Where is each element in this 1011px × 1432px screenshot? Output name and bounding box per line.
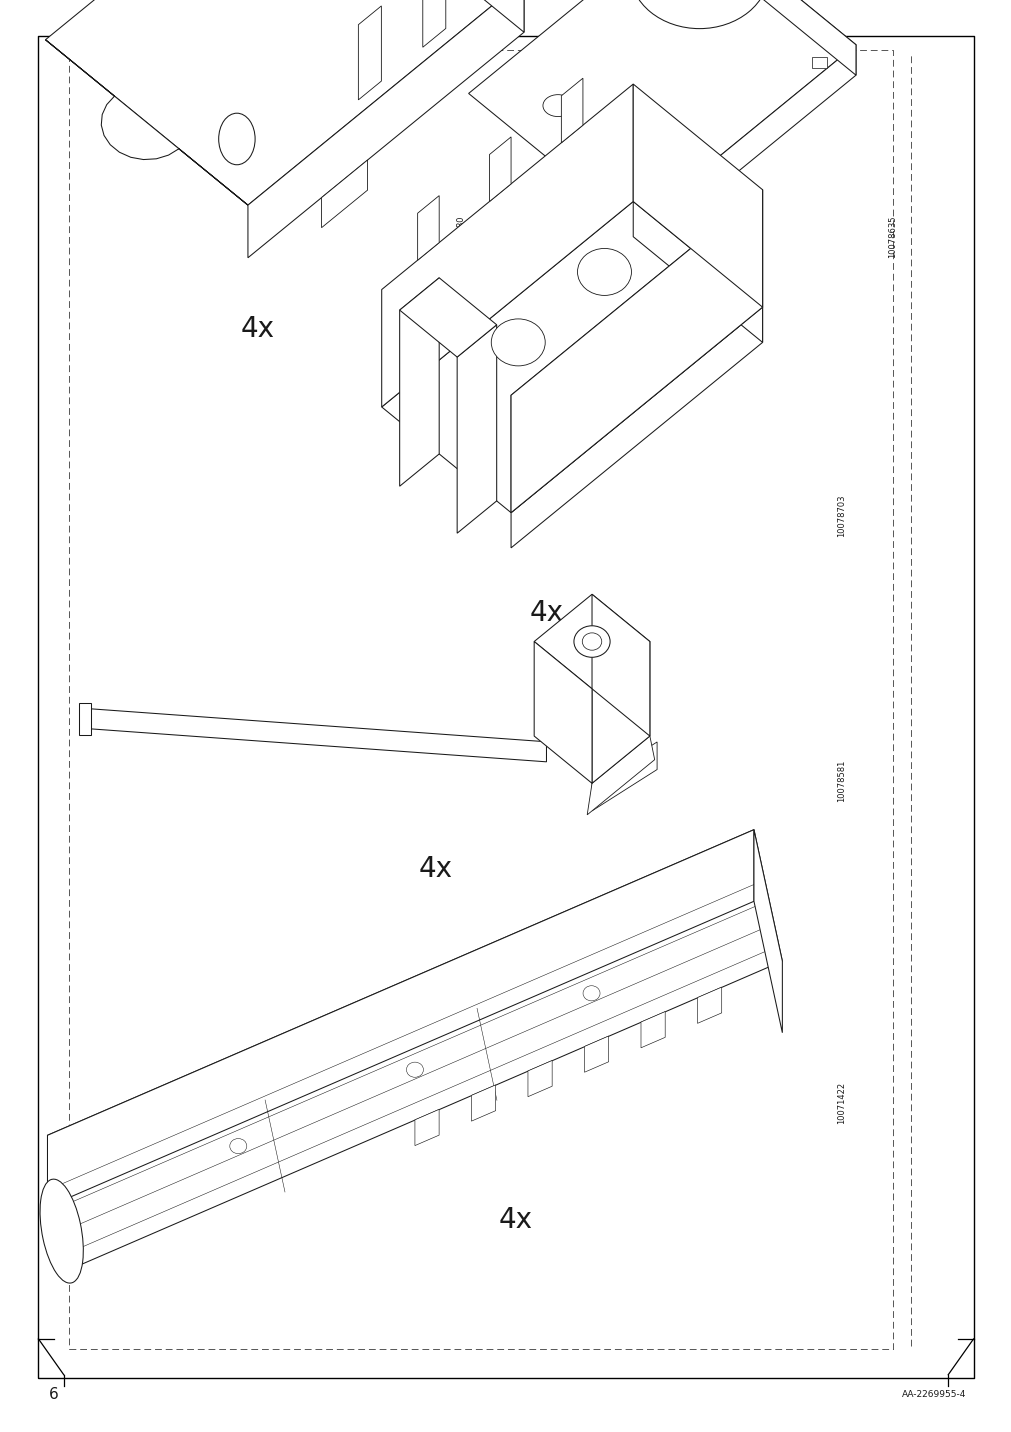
Polygon shape [640,1011,664,1048]
FancyBboxPatch shape [811,57,827,67]
Text: 4x: 4x [241,315,275,344]
Polygon shape [423,0,446,47]
Polygon shape [753,829,782,1032]
Polygon shape [415,1110,439,1146]
Polygon shape [45,0,524,205]
Text: AA-2269955-4: AA-2269955-4 [901,1390,966,1399]
Ellipse shape [630,0,768,29]
Polygon shape [91,709,546,762]
Polygon shape [48,829,753,1207]
Polygon shape [358,6,381,100]
Polygon shape [584,1035,608,1073]
Ellipse shape [543,95,572,116]
Polygon shape [697,987,721,1024]
Text: 10071422: 10071422 [837,1081,845,1124]
Polygon shape [633,202,762,342]
Polygon shape [591,594,649,736]
FancyBboxPatch shape [79,703,91,735]
Polygon shape [381,202,762,513]
Text: 10078780: 10078780 [456,215,464,258]
Text: 10078635: 10078635 [888,215,896,258]
Text: 4x: 4x [418,855,452,884]
Text: 4x: 4x [610,315,644,344]
Text: 10078703: 10078703 [837,494,845,537]
Ellipse shape [610,149,640,172]
Polygon shape [381,84,633,407]
Polygon shape [511,308,762,548]
Text: 4x: 4x [529,599,563,627]
Polygon shape [399,278,439,487]
Ellipse shape [40,1179,83,1283]
Polygon shape [511,190,762,513]
Polygon shape [471,1085,495,1121]
Polygon shape [48,829,782,1267]
Polygon shape [534,642,591,783]
Polygon shape [561,79,582,143]
Text: 10078581: 10078581 [837,759,845,802]
Polygon shape [534,594,649,689]
Polygon shape [45,40,248,205]
Circle shape [218,113,255,165]
Ellipse shape [490,319,545,367]
Polygon shape [489,137,511,202]
Polygon shape [632,44,855,258]
Polygon shape [248,0,524,258]
Ellipse shape [229,1138,247,1154]
Polygon shape [468,0,855,228]
Polygon shape [399,278,496,357]
Polygon shape [511,190,762,513]
Ellipse shape [573,626,610,657]
Ellipse shape [577,249,631,295]
Polygon shape [591,642,649,783]
Text: 4x: 4x [498,1206,533,1234]
Polygon shape [457,325,496,533]
Polygon shape [321,0,524,33]
Ellipse shape [582,985,600,1001]
Polygon shape [418,196,439,261]
Polygon shape [591,742,656,811]
Polygon shape [321,160,367,228]
Text: 6: 6 [49,1388,59,1402]
Polygon shape [692,0,855,76]
Ellipse shape [581,633,602,650]
Polygon shape [586,736,654,815]
Polygon shape [633,84,762,308]
Polygon shape [528,1061,552,1097]
Ellipse shape [406,1063,423,1077]
